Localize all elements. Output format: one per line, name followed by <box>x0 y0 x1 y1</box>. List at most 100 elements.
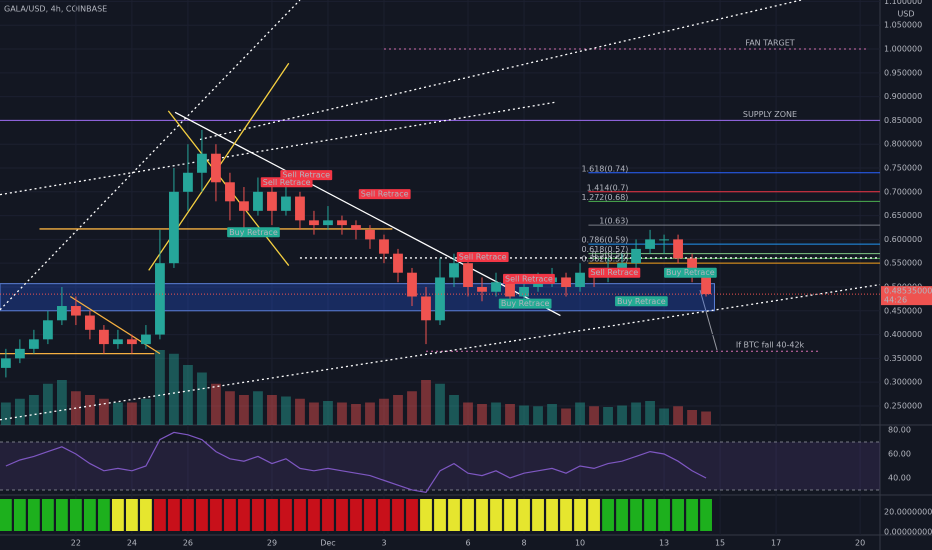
state-bar <box>588 499 600 531</box>
x-tick-label: 3 <box>381 539 386 548</box>
x-tick-label: 10 <box>575 539 585 548</box>
candle-body <box>561 277 571 287</box>
volume-bar <box>421 380 431 425</box>
y-tick-label: 0.450000 <box>884 306 922 315</box>
state-bar <box>378 499 390 531</box>
y-tick-label: 0.750000 <box>884 164 922 173</box>
state-bar <box>308 499 320 531</box>
state-bar <box>0 499 12 531</box>
volume-bar <box>351 404 361 425</box>
volume-bar <box>127 402 137 425</box>
candle-body <box>99 329 109 345</box>
y-tick-label: 0.400000 <box>884 330 922 339</box>
signal-label: Buy Retrace <box>617 297 666 306</box>
fib-label: 1(0.63) <box>599 217 628 226</box>
candle-body <box>533 282 543 287</box>
state-bar <box>658 499 670 531</box>
volume-bar <box>309 402 319 425</box>
candle-body <box>141 334 151 345</box>
rsi-line <box>5 431 707 494</box>
volume-bar <box>673 406 683 425</box>
trend-line <box>0 0 301 311</box>
candle-body <box>351 225 361 230</box>
volume-bar <box>225 391 235 425</box>
fib-label: 0.618(0.57) <box>581 245 628 254</box>
volume-bar <box>505 404 515 425</box>
x-tick-label: 29 <box>267 539 277 548</box>
rsi-tick-label: 40.00 <box>888 473 911 482</box>
candle-body <box>673 239 683 259</box>
candle-body <box>56 306 67 321</box>
y-tick-label: 1.050000 <box>884 21 922 30</box>
fib-label: 1.618(0.74) <box>581 164 628 173</box>
state-bar <box>504 499 516 531</box>
candle-body <box>14 348 25 359</box>
volume-bar <box>113 402 123 425</box>
volume-bar <box>295 398 305 425</box>
volume-bar <box>267 395 277 425</box>
state-bar <box>546 499 558 531</box>
signal-tag <box>227 227 280 238</box>
trend-line <box>0 101 555 196</box>
volume-bar <box>701 411 711 425</box>
signal-tag <box>456 251 509 262</box>
x-tick-label: 15 <box>715 539 725 548</box>
signal-label: Buy Retrace <box>501 299 550 308</box>
state-bar <box>336 499 348 531</box>
y-tick-label: 1.000000 <box>884 45 922 54</box>
volume-bar <box>28 395 39 425</box>
candle-body <box>42 320 53 340</box>
candle-body <box>28 339 39 349</box>
state-bar <box>13 499 26 531</box>
x-tick-label: 8 <box>521 539 526 548</box>
candle-body <box>281 196 291 211</box>
x-tick-label: 13 <box>659 539 669 548</box>
volume-bar <box>281 396 291 425</box>
signal-label: Sell Retrace <box>282 171 330 180</box>
volume-bar <box>631 402 641 425</box>
state-bar <box>490 499 502 531</box>
state-bar <box>700 499 712 531</box>
y-tick-label: 0.300000 <box>884 378 922 387</box>
state-bar <box>168 499 180 531</box>
countdown-label: 44:26 <box>884 296 907 305</box>
rsi-tick-label: 80.00 <box>888 426 911 435</box>
y-tick-label: 0.950000 <box>884 68 922 77</box>
volume-bar <box>253 391 263 425</box>
y-tick-label: 0.700000 <box>884 187 922 196</box>
signal-tag <box>664 267 717 278</box>
fib-label: 0.382(0.55) <box>581 255 628 264</box>
x-tick-label: 17 <box>771 539 781 548</box>
signal-label: Sell Retrace <box>590 268 638 277</box>
rsi-band <box>0 442 880 490</box>
signal-label: Sell Retrace <box>459 252 507 261</box>
state-bar <box>322 499 334 531</box>
osc-tick-label: 0.00000000 <box>884 528 932 537</box>
volume-bar <box>603 407 613 425</box>
state-bar <box>294 499 306 531</box>
signal-tag <box>588 267 641 278</box>
x-tick-label: 24 <box>127 539 137 548</box>
volume-bar <box>14 398 25 425</box>
candle-body <box>519 286 529 297</box>
volume-bar <box>547 404 557 425</box>
candle-body <box>295 196 305 221</box>
volume-bar <box>323 401 333 425</box>
candle-body <box>491 282 501 292</box>
volume-bar <box>155 350 165 425</box>
volume-bar <box>533 406 543 425</box>
state-bar <box>672 499 684 531</box>
volume-bar <box>85 395 95 425</box>
volume-bar <box>197 372 207 425</box>
x-tick-label: 20 <box>855 539 865 548</box>
rsi-tick-label: 60.00 <box>888 450 911 459</box>
signal-label: Sell Retrace <box>263 178 311 187</box>
state-bar <box>55 499 68 531</box>
candle-body <box>337 220 347 226</box>
arrow <box>699 289 718 351</box>
signal-label: Buy Retrace <box>229 228 278 237</box>
state-bar <box>238 499 250 531</box>
candle-body <box>379 239 389 254</box>
candle-body <box>617 263 627 268</box>
